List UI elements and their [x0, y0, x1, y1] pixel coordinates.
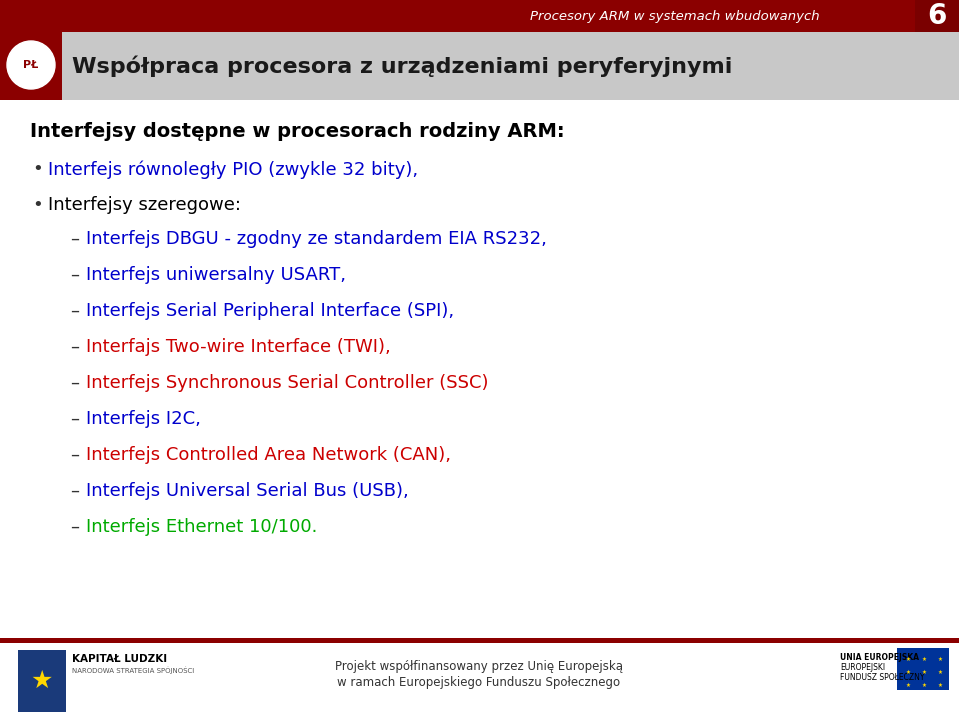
Text: Współpraca procesora z urządzeniami peryferyjnymi: Współpraca procesora z urządzeniami pery…	[72, 55, 733, 77]
Bar	[0, 0, 62, 100]
Text: Interfejs Universal Serial Bus (USB),: Interfejs Universal Serial Bus (USB),	[86, 482, 409, 500]
Text: ★: ★	[906, 670, 911, 675]
Text: ★: ★	[922, 683, 927, 688]
Text: Interfejs równoległy PIO (zwykle 32 bity),: Interfejs równoległy PIO (zwykle 32 bity…	[48, 160, 418, 178]
Bar	[0, 100, 959, 638]
Text: ★: ★	[31, 669, 53, 693]
Text: ★: ★	[906, 683, 911, 688]
Text: PŁ: PŁ	[23, 60, 38, 70]
Text: –: –	[70, 302, 79, 320]
Bar	[897, 648, 949, 690]
Circle shape	[7, 41, 55, 89]
Text: Projekt współfinansowany przez Unię Europejską: Projekt współfinansowany przez Unię Euro…	[335, 660, 623, 673]
Text: –: –	[70, 410, 79, 428]
Text: FUNDUSZ SPOŁECZNY: FUNDUSZ SPOŁECZNY	[840, 673, 924, 682]
Text: –: –	[70, 482, 79, 500]
Text: –: –	[70, 338, 79, 356]
Text: Interfejs I2C,: Interfejs I2C,	[86, 410, 200, 428]
Text: w ramach Europejskiego Funduszu Społecznego: w ramach Europejskiego Funduszu Społeczn…	[338, 676, 620, 689]
Text: Interfejs DBGU - zgodny ze standardem EIA RS232,: Interfejs DBGU - zgodny ze standardem EI…	[86, 230, 547, 248]
Text: ★: ★	[906, 657, 911, 662]
Bar	[18, 650, 66, 712]
Bar	[0, 638, 959, 643]
Text: Interfejsy szeregowe:: Interfejsy szeregowe:	[48, 196, 241, 214]
Text: Interfejs Serial Peripheral Interface (SPI),: Interfejs Serial Peripheral Interface (S…	[86, 302, 455, 320]
Text: –: –	[70, 446, 79, 464]
Text: EUROPEJSKI: EUROPEJSKI	[840, 663, 885, 672]
Text: ★: ★	[922, 670, 927, 675]
Text: –: –	[70, 266, 79, 284]
Text: NARODOWA STRATEGIA SPÓJNOŚCI: NARODOWA STRATEGIA SPÓJNOŚCI	[72, 667, 195, 674]
Bar	[0, 643, 959, 725]
Text: –: –	[70, 230, 79, 248]
Text: –: –	[70, 518, 79, 536]
Text: ★: ★	[922, 657, 927, 662]
Text: Interfejsy dostępne w procesorach rodziny ARM:: Interfejsy dostępne w procesorach rodzin…	[30, 122, 565, 141]
Text: Interfejs Synchronous Serial Controller (SSC): Interfejs Synchronous Serial Controller …	[86, 374, 488, 392]
Bar	[0, 32, 959, 100]
Text: ★: ★	[938, 670, 943, 675]
Text: 6: 6	[927, 2, 947, 30]
Text: Interfejs uniwersalny USART,: Interfejs uniwersalny USART,	[86, 266, 346, 284]
Text: •: •	[32, 160, 43, 178]
Text: Interfejs Ethernet 10/100.: Interfejs Ethernet 10/100.	[86, 518, 317, 536]
Text: Interfajs Two-wire Interface (TWI),: Interfajs Two-wire Interface (TWI),	[86, 338, 390, 356]
Text: –: –	[70, 374, 79, 392]
Text: Procesory ARM w systemach wbudowanych: Procesory ARM w systemach wbudowanych	[530, 9, 820, 22]
Bar	[0, 0, 959, 32]
Text: UNIA EUROPEJSKA: UNIA EUROPEJSKA	[840, 653, 919, 662]
Text: Interfejs Controlled Area Network (CAN),: Interfejs Controlled Area Network (CAN),	[86, 446, 451, 464]
Text: ★: ★	[938, 683, 943, 688]
Bar	[915, 0, 959, 32]
Text: KAPITAŁ LUDZKI: KAPITAŁ LUDZKI	[72, 654, 167, 664]
Text: ★: ★	[938, 657, 943, 662]
Text: •: •	[32, 196, 43, 214]
